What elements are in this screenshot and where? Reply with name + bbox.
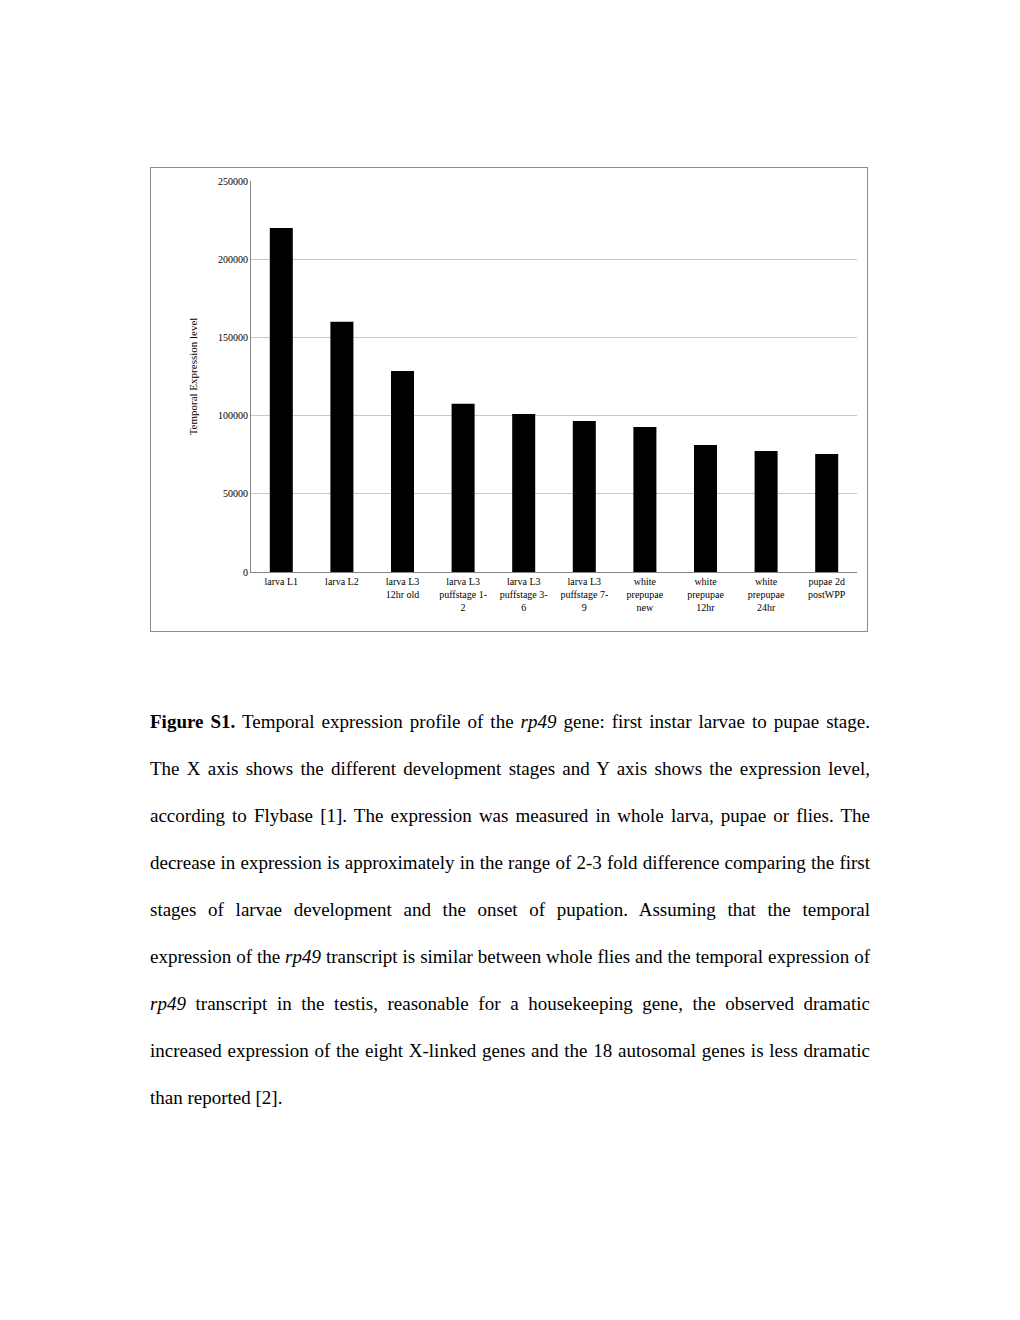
svg-text:larva L3puffstage 1-2: larva L3puffstage 1-2 (439, 576, 487, 613)
svg-text:50000: 50000 (223, 488, 248, 499)
svg-text:0: 0 (243, 567, 248, 578)
svg-text:larva L2: larva L2 (325, 576, 359, 587)
svg-text:Temporal Expression level: Temporal Expression level (187, 318, 199, 436)
svg-text:larva L3puffstage 7-9: larva L3puffstage 7-9 (560, 576, 608, 613)
svg-text:whiteprepupae24hr: whiteprepupae24hr (748, 576, 785, 613)
svg-text:larva L3puffstage 3-6: larva L3puffstage 3-6 (500, 576, 548, 613)
svg-text:150000: 150000 (218, 332, 248, 343)
svg-text:whiteprepupaenew: whiteprepupaenew (627, 576, 664, 613)
svg-text:larva L1: larva L1 (265, 576, 299, 587)
svg-text:pupae 2dpostWPP: pupae 2dpostWPP (808, 576, 846, 600)
html-text:Figure S1. Temporal expression: Figure S1. Temporal expression profile o… (150, 711, 870, 967)
svg-text:250000: 250000 (218, 176, 248, 187)
svg-text:whiteprepupae12hr: whiteprepupae12hr (687, 576, 724, 613)
svg-text:100000: 100000 (218, 410, 248, 421)
svg-text:larva L312hr old: larva L312hr old (386, 576, 420, 600)
html-text:rp49 transcript in the testis,: rp49 transcript in the testis, reasonabl… (150, 993, 870, 1108)
svg-text:200000: 200000 (218, 254, 248, 265)
